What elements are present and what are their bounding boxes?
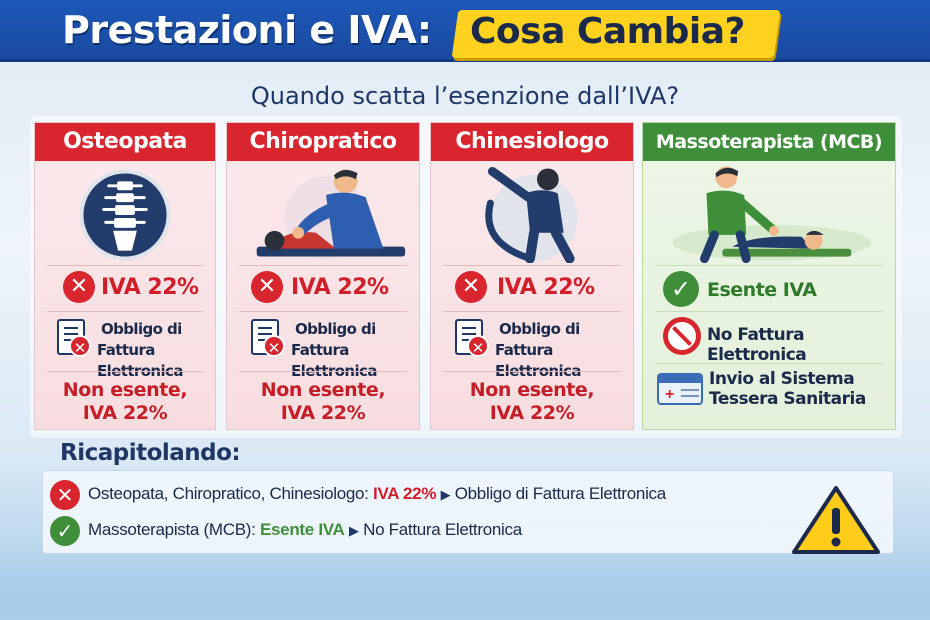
divider <box>239 371 407 372</box>
recap-title: Ricapitolando: <box>60 440 241 466</box>
recap-highlight: Esente IVA <box>259 520 345 539</box>
recap-lead: Osteopata, Chiropratico, Chinesiologo: <box>88 484 369 503</box>
status-text: Non esente, IVA 22% <box>431 379 633 425</box>
recap-lead: Massoterapista (MCB): <box>88 520 256 539</box>
divider <box>47 371 203 372</box>
ts-line1: Invio al Sistema <box>709 369 855 389</box>
card-title: Osteopata <box>35 123 215 161</box>
divider <box>239 265 407 266</box>
divider <box>443 311 621 312</box>
obbligo-line2: Fattura Elettronica <box>97 341 183 380</box>
recap-text: Massoterapista (MCB): Esente IVA ▶ No Fa… <box>88 520 522 540</box>
iva-label: IVA 22% <box>291 275 389 300</box>
x-icon: ✕ <box>251 271 283 303</box>
spine-icon <box>79 169 171 261</box>
check-icon: ✓ <box>663 271 699 307</box>
x-icon: ✕ <box>69 335 91 357</box>
arrow-right-icon: ▶ <box>348 523 359 538</box>
iva-label: IVA 22% <box>497 275 595 300</box>
chiropractor-icon <box>256 169 406 260</box>
no-invoice-label: No Fattura Elettronica <box>707 325 807 365</box>
status-line2: IVA 22% <box>82 402 168 424</box>
ts-line2: Tessera Sanitaria <box>709 389 866 409</box>
no-entry-icon <box>663 317 701 355</box>
x-icon: ✕ <box>263 335 285 357</box>
warning-icon <box>792 486 880 554</box>
iva-label: IVA 22% <box>101 275 199 300</box>
card-osteopata: Osteopata ✕ IVA 22% ✕ Obbligo di Fattura… <box>34 122 216 430</box>
x-icon: ✕ <box>50 480 80 510</box>
obbligo-line1: Obbligo di <box>499 320 580 338</box>
x-icon: ✕ <box>467 335 489 357</box>
divider <box>655 363 883 364</box>
recap-tail: Obbligo di Fattura Elettronica <box>454 484 666 503</box>
background-decoration <box>0 560 930 620</box>
status-line1: Non esente, <box>469 379 595 401</box>
divider <box>655 311 883 312</box>
x-icon: ✕ <box>455 271 487 303</box>
page-title-highlight: Cosa Cambia? <box>470 11 745 52</box>
divider <box>443 265 621 266</box>
card-chiropratico: Chiropratico ✕ IVA 22% ✕ Obbligo di Fatt… <box>226 122 420 430</box>
x-icon: ✕ <box>63 271 95 303</box>
status-text: Non esente, IVA 22% <box>35 379 215 425</box>
obbligo-line1: Obbligo di <box>101 320 182 338</box>
status-line2: IVA 22% <box>489 402 575 424</box>
recap-text: Osteopata, Chiropratico, Chinesiologo: I… <box>88 484 666 504</box>
divider <box>47 311 203 312</box>
divider <box>655 265 883 266</box>
divider <box>239 311 407 312</box>
obbligo-line2: Fattura Elettronica <box>495 341 581 380</box>
status-text: Non esente, IVA 22% <box>227 379 419 425</box>
obbligo-line2: Fattura Elettronica <box>291 341 377 380</box>
card-title: Massoterapista (MCB) <box>643 123 895 161</box>
health-card-icon: + <box>657 373 703 405</box>
recap-highlight: IVA 22% <box>373 484 437 503</box>
recap-box <box>42 470 894 554</box>
card-massoterapista: Massoterapista (MCB) ✓ Esente IVA No Fat… <box>642 122 896 430</box>
page-title: Prestazioni e IVA: <box>62 8 432 52</box>
card-title: Chiropratico <box>227 123 419 161</box>
recap-tail: No Fattura Elettronica <box>363 520 522 539</box>
arrow-right-icon: ▶ <box>440 487 451 502</box>
check-icon: ✓ <box>50 516 80 546</box>
divider <box>47 265 203 266</box>
card-title: Chinesiologo <box>431 123 633 161</box>
status-line2: IVA 22% <box>280 402 366 424</box>
card-chinesiologo: Chinesiologo ✕ IVA 22% ✕ Obbligo di Fatt… <box>430 122 634 430</box>
page-subtitle: Quando scatta l’esenzione dall’IVA? <box>250 82 680 110</box>
status-line1: Non esente, <box>62 379 188 401</box>
exempt-label: Esente IVA <box>707 279 817 301</box>
obbligo-line1: Obbligo di <box>295 320 376 338</box>
status-line1: Non esente, <box>260 379 386 401</box>
divider <box>443 371 621 372</box>
stretching-person-icon <box>485 166 578 263</box>
massage-icon <box>672 166 872 263</box>
